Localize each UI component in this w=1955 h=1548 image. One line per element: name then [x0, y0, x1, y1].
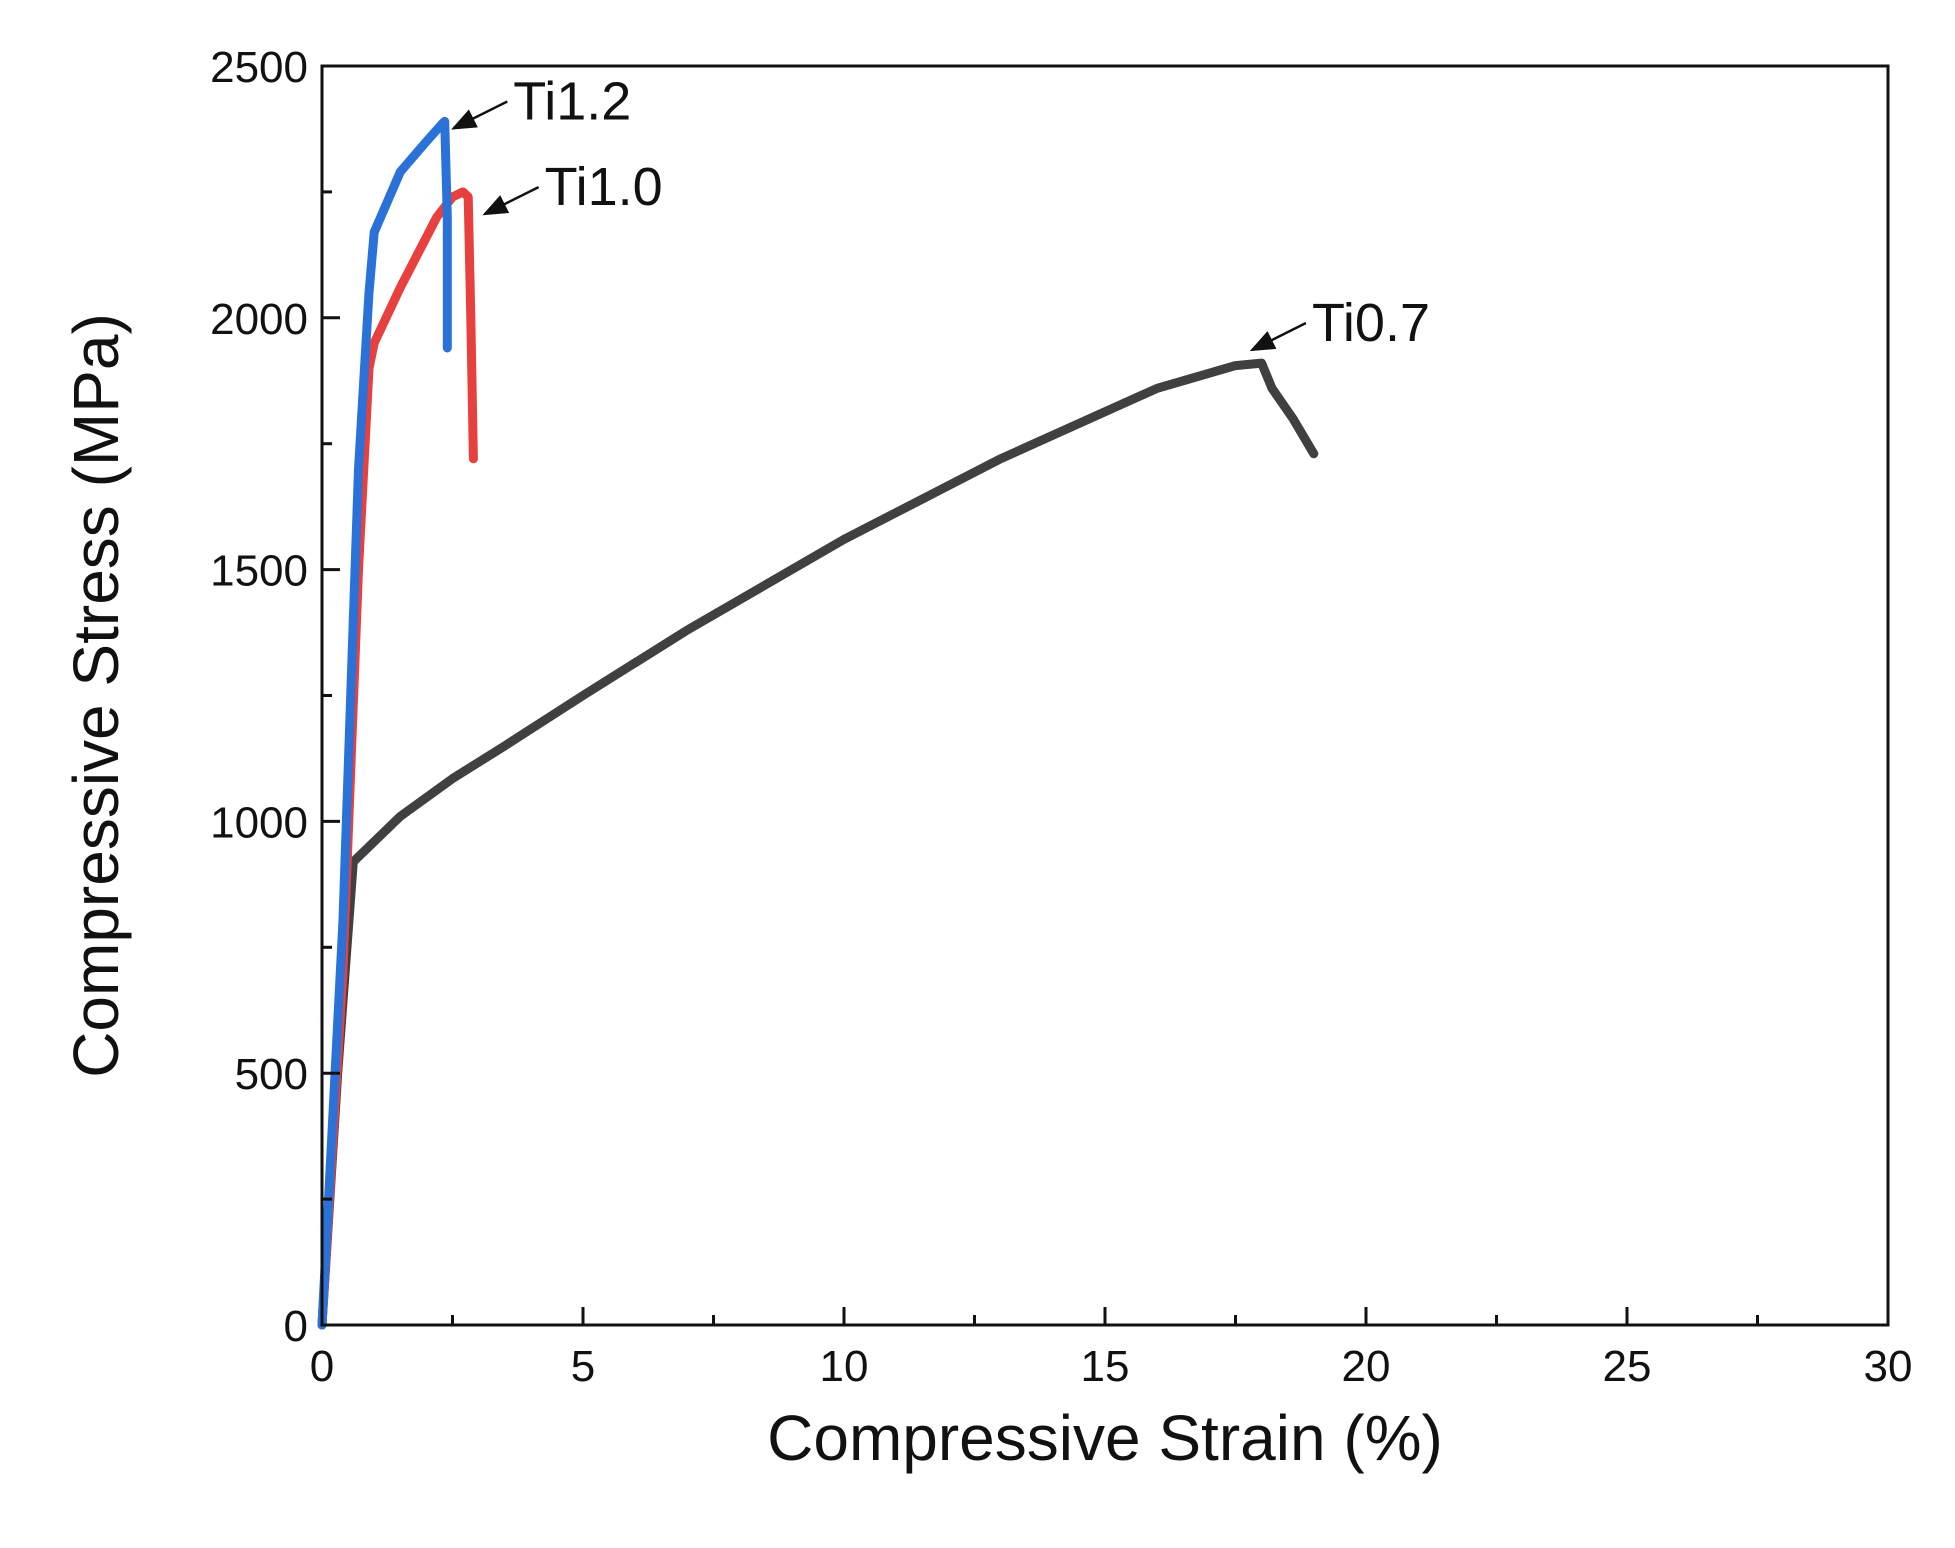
x-tick-label-15: 15 — [1081, 1342, 1130, 1391]
axes-layer: 0 5 10 15 20 25 30 0 500 1000 1500 2000 2500 — [210, 43, 1912, 1391]
series-line-ti0-7 — [317, 358, 1319, 1330]
annotation-label-ti1-0: Ti1.0 — [545, 157, 663, 217]
y-tick-label-2500: 2500 — [210, 43, 308, 92]
annotation-arrow-ti0-7 — [1249, 321, 1307, 352]
x-tick-label-0: 0 — [310, 1342, 334, 1391]
y-tick-label-500: 500 — [235, 1050, 308, 1099]
annotation-label-ti0-7: Ti0.7 — [1312, 293, 1430, 353]
annotation-layer: Ti1.2 Ti1.0 Ti0.7 — [451, 71, 1430, 353]
annotation-arrow-ti1-0 — [482, 185, 540, 216]
annotation-arrow-ti1-2 — [451, 100, 508, 130]
y-axis-title: Compressive Stress (MPa) — [60, 313, 132, 1078]
x-tick-label-10: 10 — [820, 1342, 869, 1391]
series-line-ti1-2 — [317, 116, 452, 1330]
x-tick-label-25: 25 — [1603, 1342, 1652, 1391]
x-axis-title: Compressive Strain (%) — [767, 1402, 1443, 1474]
x-tick-label-20: 20 — [1342, 1342, 1391, 1391]
y-tick-label-0: 0 — [284, 1302, 308, 1351]
annotation-label-ti1-2: Ti1.2 — [513, 71, 631, 131]
y-tick-label-2000: 2000 — [210, 295, 308, 344]
series-layer — [317, 116, 1319, 1330]
y-tick-label-1000: 1000 — [210, 798, 308, 847]
y-tick-label-1500: 1500 — [210, 547, 308, 596]
x-tick-label-5: 5 — [571, 1342, 595, 1391]
x-tick-label-30: 30 — [1864, 1342, 1913, 1391]
